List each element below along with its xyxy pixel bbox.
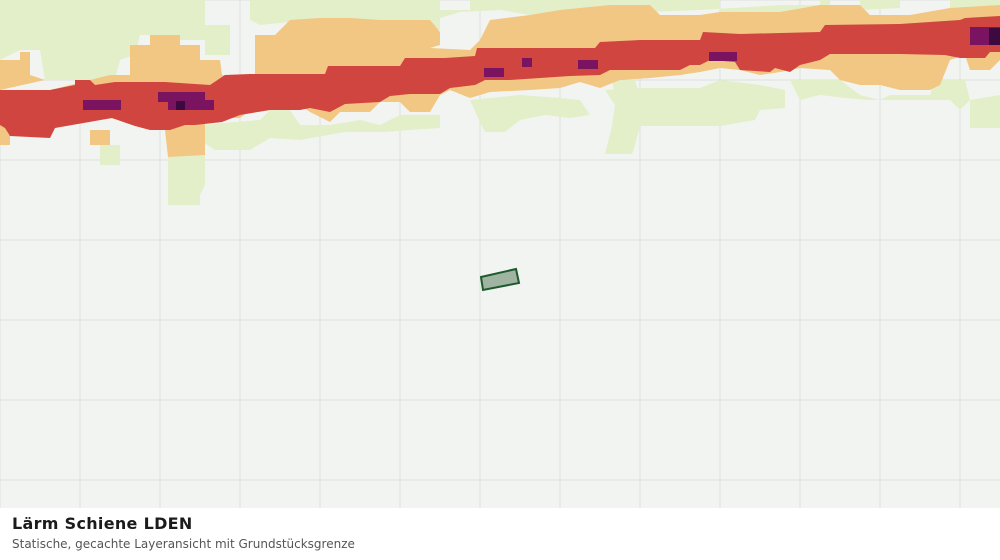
layer-title: Lärm Schiene LDEN xyxy=(12,514,193,533)
layer-subtitle: Statische, gecachte Layeransicht mit Gru… xyxy=(12,537,355,551)
map-view[interactable] xyxy=(0,0,1000,508)
noise-zone-extreme xyxy=(176,28,1000,110)
noise-zone-light xyxy=(0,0,1000,205)
map-legend-caption: Lärm Schiene LDEN Statische, gecachte La… xyxy=(0,508,1000,560)
property-parcel-boundary[interactable] xyxy=(479,267,521,292)
noise-map-canvas xyxy=(0,0,1000,508)
